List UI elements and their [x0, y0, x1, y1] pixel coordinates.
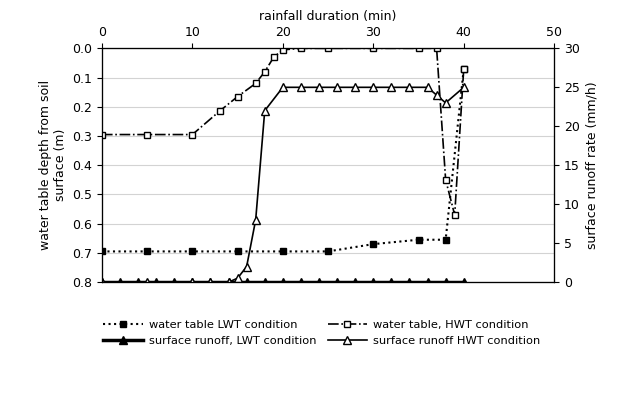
- surface runoff, LWT condition: [387, 280, 395, 285]
- surface runoff, LWT condition: [189, 280, 196, 285]
- surface runoff HWT condition: [406, 85, 413, 90]
- surface runoff, LWT condition: [279, 280, 287, 285]
- water table LWT condition: [189, 249, 196, 254]
- water table, HWT condition: [189, 132, 196, 137]
- surface runoff HWT condition: [315, 85, 323, 90]
- water table, HWT condition: [369, 46, 377, 51]
- surface runoff, LWT condition: [134, 280, 142, 285]
- water table LWT condition: [234, 249, 241, 254]
- surface runoff HWT condition: [98, 280, 106, 285]
- water table, HWT condition: [234, 94, 241, 99]
- surface runoff, LWT condition: [171, 280, 178, 285]
- water table LWT condition: [279, 249, 287, 254]
- water table LWT condition: [369, 242, 377, 247]
- surface runoff, LWT condition: [369, 280, 377, 285]
- water table, HWT condition: [433, 46, 440, 51]
- surface runoff, LWT condition: [152, 280, 160, 285]
- surface runoff, LWT condition: [460, 280, 468, 285]
- surface runoff, LWT condition: [206, 280, 214, 285]
- surface runoff HWT condition: [261, 108, 269, 113]
- surface runoff, LWT condition: [116, 280, 124, 285]
- Y-axis label: surface runoff rate (mm/h): surface runoff rate (mm/h): [585, 81, 598, 249]
- water table LWT condition: [143, 249, 151, 254]
- Line: water table LWT condition: water table LWT condition: [99, 65, 467, 255]
- surface runoff HWT condition: [433, 93, 440, 98]
- water table LWT condition: [98, 249, 106, 254]
- surface runoff, LWT condition: [352, 280, 359, 285]
- water table, HWT condition: [460, 66, 468, 71]
- surface runoff HWT condition: [297, 85, 304, 90]
- Line: surface runoff HWT condition: surface runoff HWT condition: [97, 83, 468, 286]
- water table, HWT condition: [279, 48, 287, 52]
- Y-axis label: water table depth from soil
surface (m): water table depth from soil surface (m): [39, 80, 67, 250]
- Legend: water table LWT condition, surface runoff, LWT condition, water table, HWT condi: water table LWT condition, surface runof…: [99, 316, 545, 351]
- surface runoff HWT condition: [352, 85, 359, 90]
- water table, HWT condition: [261, 69, 269, 74]
- surface runoff HWT condition: [333, 85, 341, 90]
- surface runoff HWT condition: [369, 85, 377, 90]
- surface runoff HWT condition: [243, 264, 250, 269]
- water table LWT condition: [442, 237, 450, 242]
- water table, HWT condition: [415, 46, 422, 51]
- X-axis label: rainfall duration (min): rainfall duration (min): [259, 10, 397, 23]
- surface runoff HWT condition: [225, 280, 233, 285]
- water table, HWT condition: [324, 46, 332, 51]
- surface runoff, LWT condition: [243, 280, 250, 285]
- surface runoff HWT condition: [143, 280, 151, 285]
- water table LWT condition: [324, 249, 332, 254]
- surface runoff, LWT condition: [424, 280, 431, 285]
- surface runoff, LWT condition: [333, 280, 341, 285]
- water table, HWT condition: [442, 177, 450, 182]
- water table, HWT condition: [252, 81, 259, 86]
- Line: surface runoff, LWT condition: surface runoff, LWT condition: [97, 278, 468, 286]
- surface runoff, LWT condition: [406, 280, 413, 285]
- surface runoff HWT condition: [189, 280, 196, 285]
- water table, HWT condition: [270, 55, 278, 60]
- water table, HWT condition: [216, 109, 224, 114]
- Line: water table, HWT condition: water table, HWT condition: [99, 45, 467, 218]
- surface runoff HWT condition: [279, 85, 287, 90]
- surface runoff, LWT condition: [98, 280, 106, 285]
- surface runoff HWT condition: [234, 276, 241, 280]
- surface runoff, LWT condition: [315, 280, 323, 285]
- surface runoff HWT condition: [460, 85, 468, 90]
- surface runoff HWT condition: [387, 85, 395, 90]
- surface runoff, LWT condition: [442, 280, 450, 285]
- surface runoff HWT condition: [206, 280, 214, 285]
- water table, HWT condition: [451, 212, 459, 217]
- water table LWT condition: [460, 66, 468, 71]
- water table LWT condition: [415, 237, 422, 242]
- surface runoff HWT condition: [424, 85, 431, 90]
- surface runoff HWT condition: [442, 100, 450, 105]
- surface runoff, LWT condition: [261, 280, 269, 285]
- water table, HWT condition: [143, 132, 151, 137]
- water table, HWT condition: [98, 132, 106, 137]
- surface runoff HWT condition: [252, 217, 259, 222]
- surface runoff, LWT condition: [225, 280, 233, 285]
- water table, HWT condition: [297, 46, 304, 51]
- surface runoff, LWT condition: [297, 280, 304, 285]
